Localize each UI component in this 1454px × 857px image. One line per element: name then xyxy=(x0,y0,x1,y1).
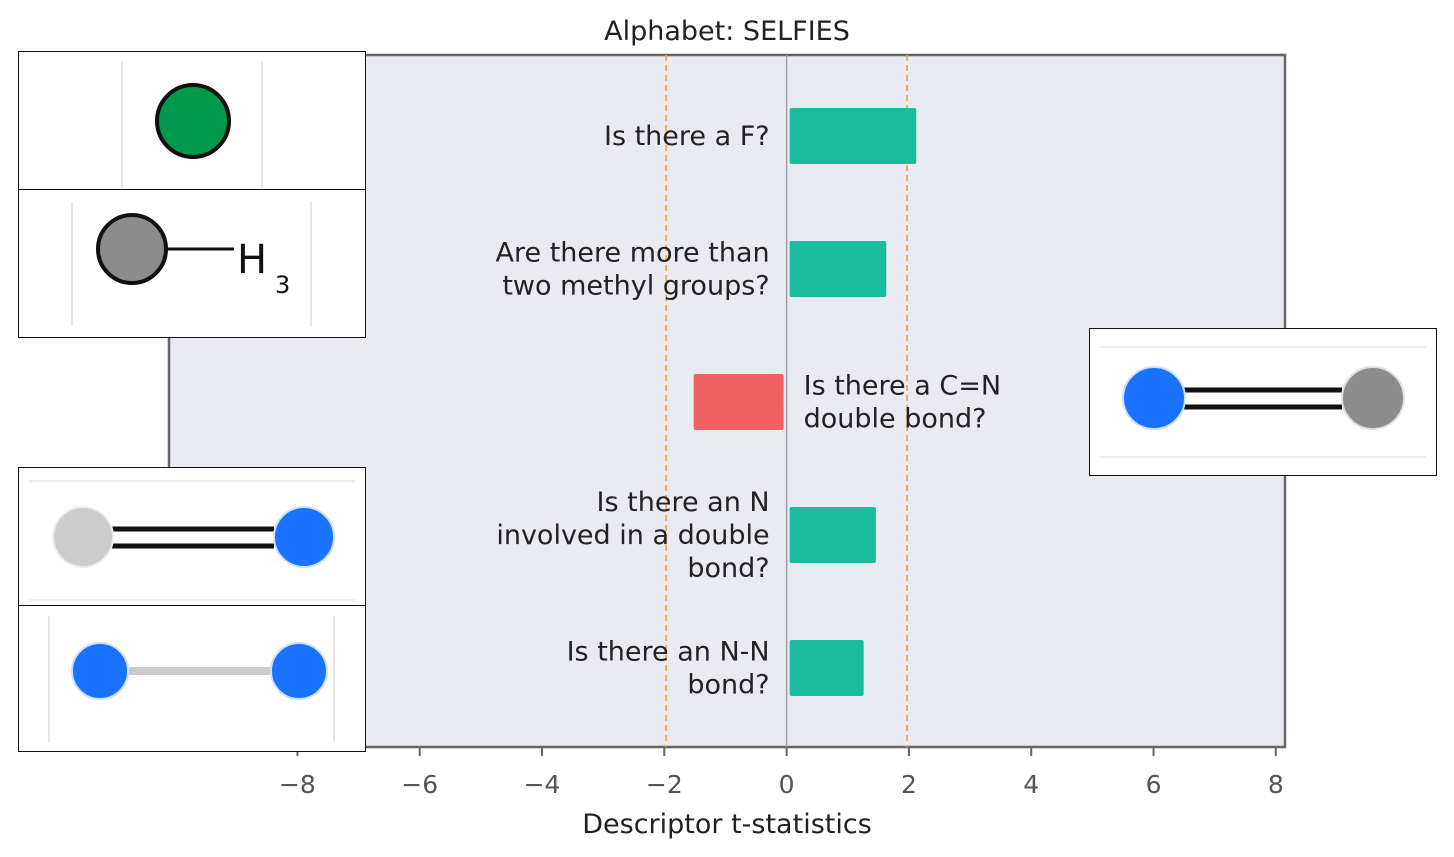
n-n-bond-inset xyxy=(18,605,366,752)
n-double-bond-icon xyxy=(52,506,335,568)
x-tick-label: −6 xyxy=(401,770,438,799)
category-label: Is there an N-N bond? xyxy=(567,637,770,701)
bar xyxy=(789,241,887,297)
c-double-n-bond-icon xyxy=(1122,366,1405,430)
bar xyxy=(789,640,864,696)
x-tick-label: 6 xyxy=(1146,770,1162,799)
bar xyxy=(789,108,917,164)
x-tick-label: −8 xyxy=(279,770,316,799)
x-tick-label: 2 xyxy=(901,770,917,799)
green-atom-icon xyxy=(155,83,231,159)
category-label: Is there a F? xyxy=(604,121,770,152)
methyl-subscript: 3 xyxy=(275,271,290,299)
x-tick-label: 4 xyxy=(1023,770,1039,799)
n-double-bond-inset xyxy=(18,467,366,607)
f-atom-inset xyxy=(18,51,366,191)
x-tick-label: 8 xyxy=(1268,770,1284,799)
methyl-group-icon: H 3 xyxy=(96,213,290,299)
n-n-bond-icon xyxy=(71,642,328,700)
x-axis-label: Descriptor t-statistics xyxy=(582,809,872,840)
c-double-n-inset xyxy=(1089,328,1437,476)
chart-title: Alphabet: SELFIES xyxy=(604,16,850,47)
methyl-h-label: H xyxy=(237,237,267,283)
methyl-inset: H 3 xyxy=(18,189,366,338)
bar xyxy=(693,374,784,430)
x-tick-label: −2 xyxy=(646,770,683,799)
x-tick-label: 0 xyxy=(779,770,795,799)
category-label: Are there more than two methyl groups? xyxy=(496,238,770,302)
x-tick-label: −4 xyxy=(524,770,561,799)
bar xyxy=(789,507,876,563)
category-label: Is there a C=N double bond? xyxy=(804,371,1001,435)
